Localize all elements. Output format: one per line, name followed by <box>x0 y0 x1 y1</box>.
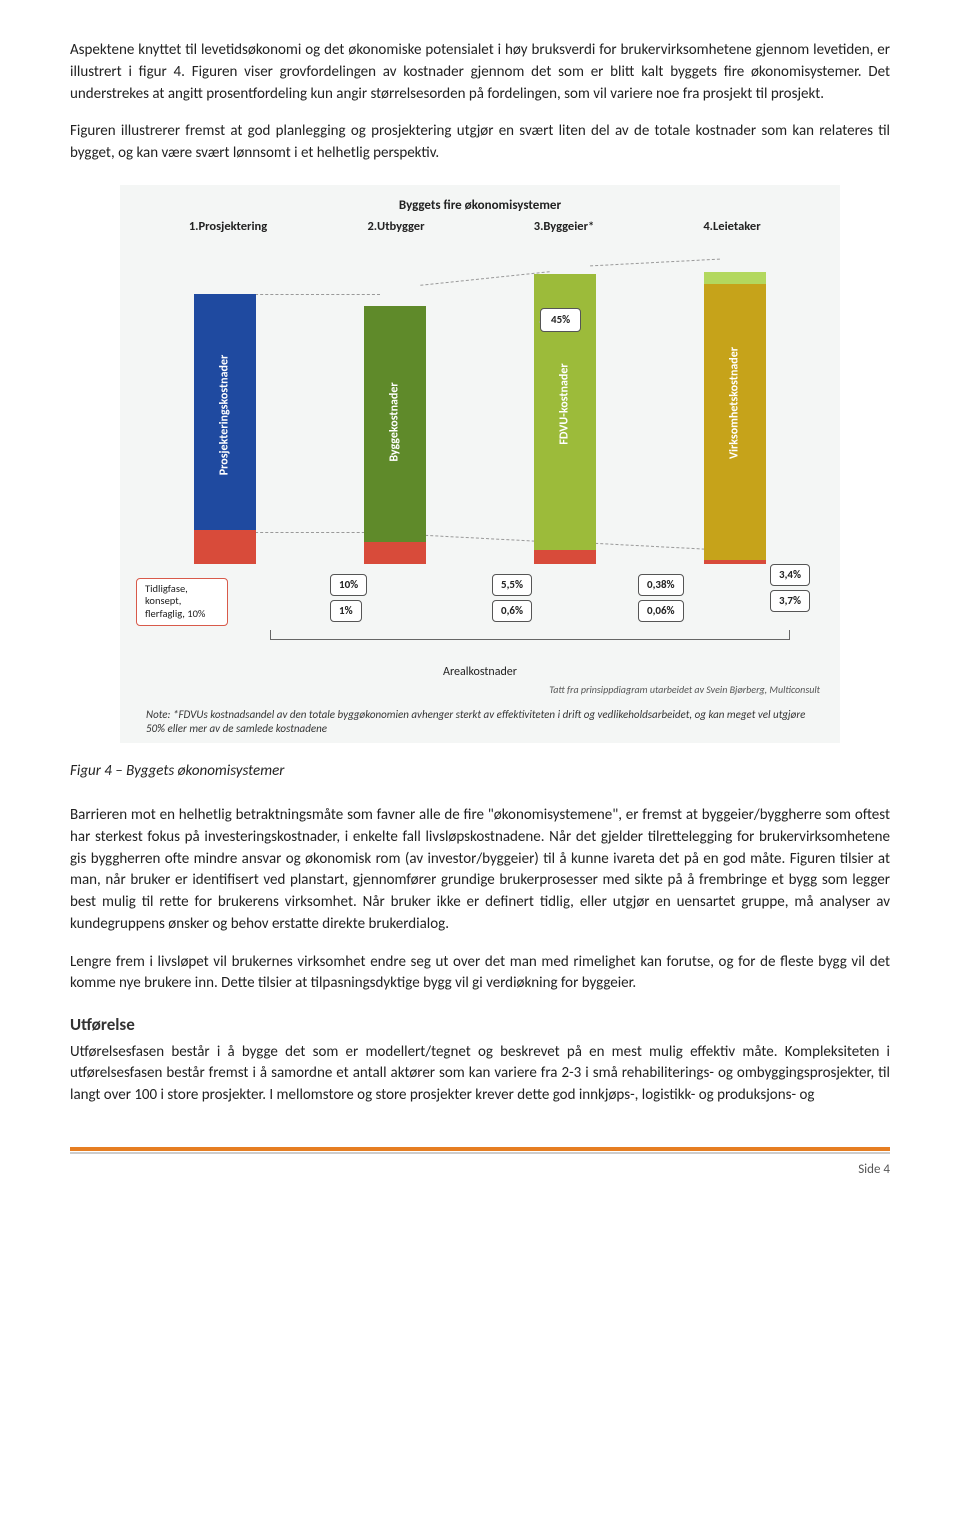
areal-label: Arealkostnader <box>140 664 820 681</box>
bar-label-2: Byggekostnader <box>386 382 403 461</box>
section-heading: Utførelse <box>70 1013 890 1038</box>
bottom-callouts: Tidligfase, konsept, flerfaglig, 10% 10%… <box>140 574 820 634</box>
col-header-2: 2.Utbygger <box>321 218 471 236</box>
bar-2: Byggekostnader <box>364 306 426 564</box>
paragraph-4: Lengre frem i livsløpet vil brukernes vi… <box>70 952 890 996</box>
figure-caption: Figur 4 – Byggets økonomisystemer <box>70 761 890 783</box>
chart-credit: Tatt fra prinsippdiagram utarbeidet av S… <box>140 683 820 698</box>
chart-container: Byggets fire økonomisystemer 1.Prosjekte… <box>120 185 840 744</box>
pct-3-bot: 0,06% <box>638 600 684 622</box>
pct-3-top: 0,38% <box>638 574 684 596</box>
side-callout: Tidligfase, konsept, flerfaglig, 10% <box>136 578 228 626</box>
bar-4: Virksomhetskostnader <box>704 272 766 564</box>
bar-1: Prosjekteringskostnader <box>194 294 256 564</box>
callout-45: 45% <box>540 308 581 332</box>
paragraph-2: Figuren illustrerer fremst at god planle… <box>70 121 890 165</box>
chart-column-headers: 1.Prosjektering 2.Utbygger 3.Byggeier* 4… <box>140 218 820 236</box>
pct-1-bot: 1% <box>330 600 362 622</box>
paragraph-3: Barrieren mot en helhetlig betraktningsm… <box>70 805 890 936</box>
bar-label-3: FDVU-kostnader <box>556 364 573 445</box>
bar-label-4: Virksomhetskostnader <box>726 347 743 459</box>
pct-1-top: 10% <box>330 574 367 596</box>
col-header-3: 3.Byggeier* <box>489 218 639 236</box>
footer-rule <box>70 1147 890 1153</box>
pct-4-bot: 3,7% <box>770 590 810 612</box>
chart-title: Byggets fire økonomisystemer <box>140 197 820 216</box>
page-number: Side 4 <box>70 1161 890 1180</box>
chart-note: Note: *FDVUs kostnadsandel av den totale… <box>146 708 814 738</box>
bar-label-1: Prosjekteringskostnader <box>216 355 233 476</box>
paragraph-1: Aspektene knyttet til levetidsøkonomi og… <box>70 40 890 105</box>
pct-2-top: 5,5% <box>492 574 532 596</box>
pct-2-bot: 0,6% <box>492 600 532 622</box>
col-header-4: 4.Leietaker <box>657 218 807 236</box>
paragraph-5: Utførelsesfasen består i å bygge det som… <box>70 1042 890 1107</box>
pct-4-top: 3,4% <box>770 564 810 586</box>
bars-area: 45% Prosjekteringskostnader Byggekostnad… <box>140 244 820 564</box>
col-header-1: 1.Prosjektering <box>153 218 303 236</box>
